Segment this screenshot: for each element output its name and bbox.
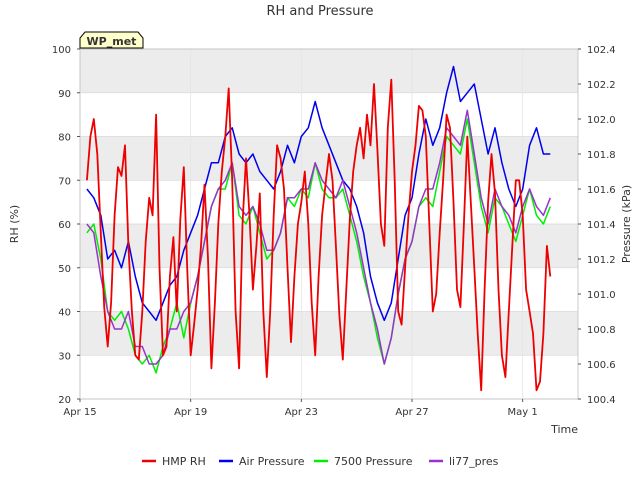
y2-tick-label: 101.2 [587,255,616,266]
legend-label-hmp_rh: HMP RH [162,455,206,468]
x-tick-label: Apr 15 [63,407,96,418]
y-axis-label: RH (%) [8,205,21,243]
y-tick-label: 60 [58,220,71,231]
y2-tick-label: 102.2 [587,80,616,91]
legend-label-li77: li77_pres [449,455,499,468]
y2-tick-label: 101.6 [587,185,616,196]
y2-axis-label: Pressure (kPa) [620,185,633,263]
y-tick-label: 50 [58,264,71,275]
legend-label-p7500: 7500 Pressure [334,455,413,468]
y2-tick-label: 101.4 [587,220,616,231]
y-tick-label: 40 [58,308,71,319]
site-badge-shape [79,31,144,49]
series-line-hmp_rh [86,78,552,392]
legend: HMP RH Air Pressure 7500 Pressure li77_pres [142,455,499,468]
y-tick-label: 20 [58,395,71,406]
y-tick-label: 90 [58,89,71,100]
x-tick-label: May 1 [508,407,538,418]
y2-tick-label: 102.0 [587,115,616,126]
y-tick-label: 80 [58,133,71,144]
band [80,224,578,268]
y2-tick-label: 100.6 [587,360,616,371]
series-line-air_pressure [86,65,551,322]
series-line-p7500 [86,118,551,374]
y2-tick-label: 100.8 [587,325,616,336]
series-lines [86,65,552,392]
axes: 20 30 40 50 60 70 80 90 100 100.4 100.6 100.8 101.0 1… [52,45,616,418]
chart-title: RH and Pressure [266,4,373,19]
y-tick-label: 100 [52,45,71,56]
y2-tick-label: 101.8 [587,150,616,161]
x-axis-label: Time [550,423,578,436]
y2-tick-label: 101.0 [587,290,616,301]
x-tick-label: Apr 27 [395,407,428,418]
x-tick-label: Apr 19 [174,407,207,418]
site-badge-label: WP_met [87,35,137,48]
y2-tick-label: 102.4 [587,45,616,56]
alternating-bands [80,49,578,356]
y-tick-label: 30 [58,351,71,362]
y2-tick-label: 100.4 [587,395,616,406]
y-tick-label: 70 [58,176,71,187]
gridlines [79,48,578,400]
legend-label-air_pressure: Air Pressure [239,455,305,468]
site-badge: WP_met [79,31,144,49]
x-tick-label: Apr 23 [285,407,318,418]
band [80,49,578,93]
